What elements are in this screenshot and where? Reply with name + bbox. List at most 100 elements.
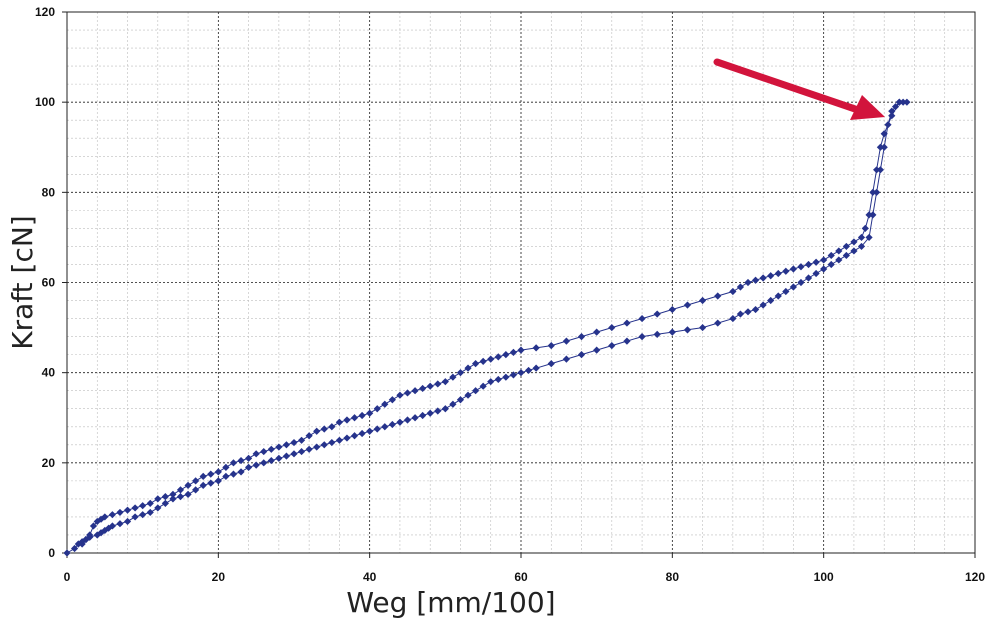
data-point (245, 463, 253, 471)
data-point (108, 511, 116, 519)
data-point (487, 378, 495, 386)
data-point (494, 375, 502, 384)
data-point (131, 513, 139, 521)
data-point (744, 308, 752, 316)
data-point (305, 445, 313, 453)
data-point (797, 263, 805, 271)
data-point (638, 314, 646, 323)
data-point (903, 98, 911, 106)
data-point (736, 283, 745, 291)
data-point (169, 495, 177, 503)
data-point (699, 296, 707, 305)
data-point (577, 351, 586, 359)
x-axis-title: Weg [mm/100] (346, 586, 555, 618)
data-point (714, 319, 722, 327)
data-point (744, 278, 752, 287)
data-point (494, 353, 502, 361)
data-point (850, 238, 858, 246)
data-point (835, 247, 843, 255)
data-point (320, 425, 328, 433)
data-point (441, 378, 449, 386)
data-point (366, 409, 374, 417)
data-point (820, 265, 828, 273)
data-point (767, 296, 775, 305)
data-point (668, 328, 676, 336)
x-axis-ticks: 0 20 40 60 80 100 120 (64, 553, 985, 584)
arrow-shaft (713, 58, 862, 114)
data-point (812, 269, 820, 278)
data-point (373, 405, 381, 413)
data-point (562, 337, 570, 345)
data-point (139, 502, 147, 510)
data-point (789, 265, 797, 273)
data-point (608, 323, 616, 332)
data-point (222, 463, 230, 471)
data-point (335, 418, 343, 426)
data-point (396, 418, 404, 426)
data-point (547, 360, 555, 368)
data-point (804, 274, 813, 282)
data-point (789, 283, 797, 291)
data-point (207, 479, 215, 487)
x-tick-label: 120 (965, 570, 985, 584)
data-point (381, 423, 389, 431)
data-point (850, 247, 858, 255)
y-tick-label: 40 (42, 366, 56, 380)
data-point (176, 493, 185, 501)
data-point (97, 529, 105, 537)
data-point (509, 371, 518, 379)
y-tick-label: 60 (42, 276, 56, 290)
data-point (479, 382, 487, 390)
data-point (86, 531, 94, 539)
data-point (524, 366, 533, 375)
data-point (426, 409, 434, 417)
data-point (456, 396, 465, 404)
data-point (876, 166, 885, 174)
data-point (214, 468, 222, 476)
data-point (842, 251, 850, 260)
data-point (880, 143, 888, 151)
data-point (683, 301, 692, 309)
series-line (66, 101, 907, 554)
data-point (623, 319, 631, 327)
y-tick-label: 80 (42, 185, 56, 199)
data-point (729, 287, 737, 296)
data-point (343, 434, 351, 442)
data-point (449, 400, 457, 408)
data-point (593, 328, 601, 336)
data-point (154, 504, 162, 512)
data-point (873, 188, 881, 196)
data-point (857, 233, 866, 242)
data-point (154, 495, 162, 503)
data-point (472, 387, 480, 395)
data-point (593, 346, 601, 354)
data-point (396, 391, 404, 399)
data-point (93, 517, 101, 526)
y-tick-label: 0 (48, 546, 55, 560)
data-point (774, 269, 782, 278)
data-point (275, 443, 283, 451)
data-point (577, 333, 586, 341)
data-point (782, 287, 790, 296)
data-point (714, 292, 722, 300)
data-point (479, 357, 487, 365)
data-point (245, 454, 253, 462)
data-point (305, 432, 313, 440)
data-point (827, 251, 835, 260)
data-point (464, 364, 472, 372)
data-point (464, 391, 472, 399)
data-point (184, 490, 192, 498)
data-point (290, 438, 298, 447)
data-point (419, 411, 427, 420)
data-point (229, 470, 238, 478)
data-point (899, 98, 907, 106)
data-point (895, 98, 903, 106)
data-point (729, 314, 737, 323)
data-point (320, 441, 328, 449)
data-point (343, 416, 351, 424)
data-point (441, 405, 449, 413)
data-point (456, 369, 465, 377)
data-point (532, 344, 540, 352)
data-point (759, 274, 767, 282)
